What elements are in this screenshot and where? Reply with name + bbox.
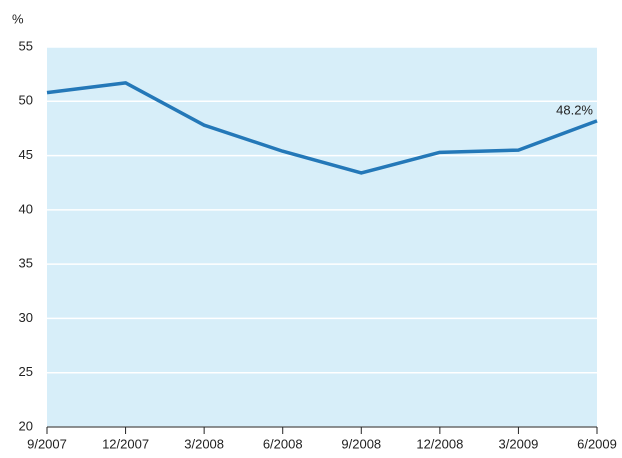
x-tick-label: 6/2008 — [263, 436, 303, 451]
y-tick-label: 30 — [19, 310, 33, 325]
x-tick-label: 12/2007 — [102, 436, 149, 451]
data-label: 48.2% — [556, 102, 593, 117]
x-tick-label: 9/2008 — [341, 436, 381, 451]
x-tick-label: 3/2009 — [499, 436, 539, 451]
x-tick-label: 6/2009 — [577, 436, 617, 451]
x-tick-label: 9/2007 — [27, 436, 67, 451]
x-tick-label: 12/2008 — [416, 436, 463, 451]
y-tick-label: 50 — [19, 93, 33, 108]
y-tick-label: 55 — [19, 38, 33, 53]
data-line — [46, 81, 598, 175]
y-tick-label: 20 — [19, 418, 33, 433]
plot-background — [47, 47, 597, 427]
y-tick-label: 40 — [19, 201, 33, 216]
x-tick-label: 3/2008 — [184, 436, 224, 451]
y-tick-label: 35 — [19, 256, 33, 271]
y-axis-label: % — [12, 11, 24, 26]
y-tick-label: 45 — [19, 147, 33, 162]
y-tick-label: 25 — [19, 364, 33, 379]
